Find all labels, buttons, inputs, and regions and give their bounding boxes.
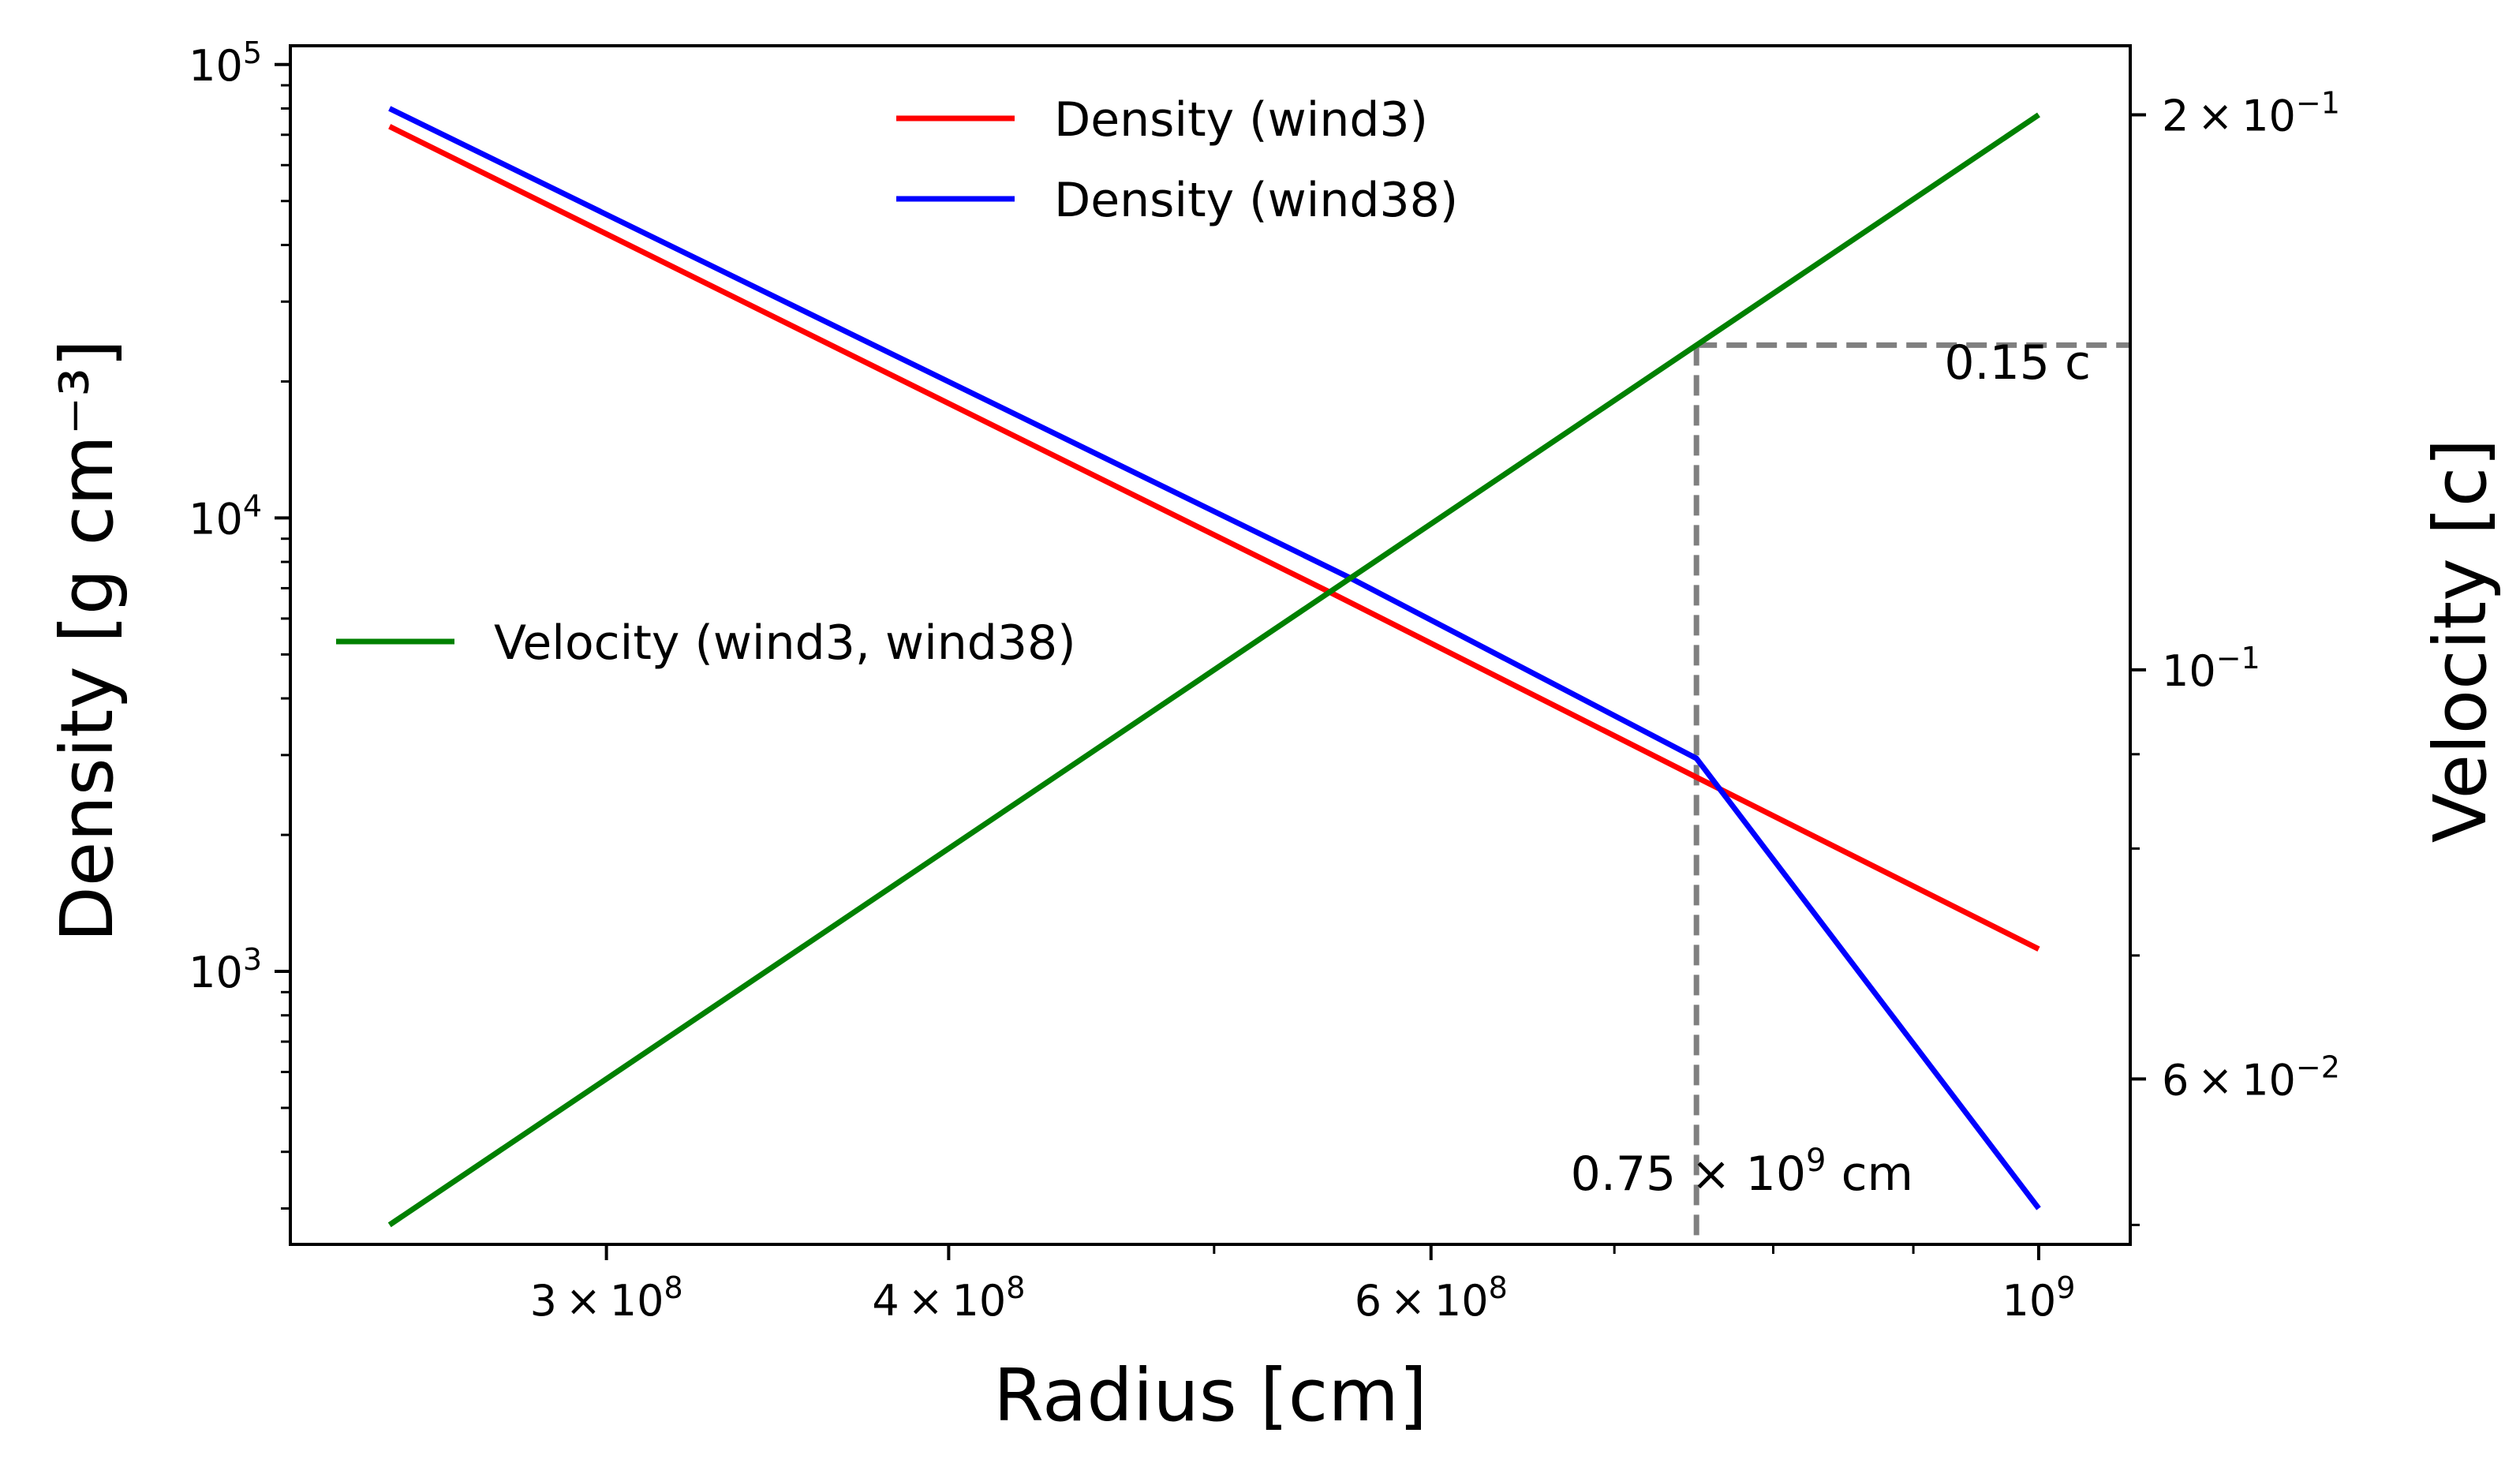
- legend-density: Density (wind3) Density (wind38): [896, 92, 1458, 228]
- annotation-radius-mantissa: 0.75: [1571, 1147, 1677, 1202]
- y-right-tick-label-exponent: −1: [2216, 641, 2260, 675]
- x-tick-label-times: ×: [557, 1276, 610, 1326]
- x-tick-label-base: 10: [610, 1276, 664, 1326]
- x-tick-label-base: 10: [2002, 1276, 2057, 1326]
- major-ticks: [275, 62, 2146, 1260]
- y-right-tick-label-base: 10: [2162, 646, 2216, 696]
- legend-label-density-wind38: Density (wind38): [1054, 173, 1458, 228]
- series-line-velocity-wind3-wind38: [387, 112, 2040, 1228]
- annotation-radius-unit-spacer: [1826, 1147, 1841, 1202]
- y-right-tick-label-times: ×: [2189, 1055, 2241, 1105]
- y-axis-right-title: Velocity [c]: [2418, 439, 2503, 844]
- x-tick-label: 6 × 108: [1355, 1270, 1508, 1326]
- y-left-tick-label-base: 10: [189, 494, 243, 544]
- y-right-tick-label-base: 10: [2241, 1055, 2296, 1105]
- x-tick-label-mantissa: 3: [530, 1276, 557, 1326]
- y-right-tick-label: 6 × 10−2: [2162, 1049, 2340, 1105]
- legend-label-density-wind3: Density (wind3): [1054, 92, 1428, 148]
- legend-label-velocity: Velocity (wind3, wind38): [494, 615, 1076, 671]
- y-right-tick-label-base: 10: [2241, 91, 2296, 140]
- x-tick-label-mantissa: 6: [1355, 1276, 1382, 1326]
- y-left-tick-label: 105: [189, 36, 262, 91]
- x-tick-label-base: 10: [1434, 1276, 1489, 1326]
- annotation-radius-exponent: 9: [1806, 1143, 1826, 1179]
- plot-frame: [289, 44, 2132, 1246]
- reference-lines: [1693, 342, 2130, 1244]
- y-left-tick-label-base: 10: [189, 41, 243, 91]
- x-tick-label-base: 10: [952, 1276, 1007, 1326]
- annotation-radius-times: ×: [1691, 1147, 1730, 1202]
- x-tick-label: 3 × 108: [530, 1270, 683, 1326]
- x-tick-label-exponent: 8: [1006, 1270, 1025, 1305]
- annotation-radius-label: 0.75 × 109 cm: [1571, 1143, 1913, 1202]
- y-right-tick-label: 2 × 10−1: [2162, 85, 2340, 140]
- y-right-tick-label: 10−1: [2162, 641, 2260, 696]
- x-axis-title: Radius [cm]: [993, 1353, 1427, 1438]
- series-line-density-wind38: [388, 106, 2041, 1210]
- x-tick-label-times: ×: [899, 1276, 952, 1326]
- x-tick-label: 4 × 108: [872, 1270, 1025, 1326]
- y-left-tick-label-exponent: 3: [243, 942, 262, 977]
- y-right-tick-label-mantissa: 2: [2162, 91, 2189, 140]
- y-right-tick-label-exponent: −2: [2296, 1049, 2340, 1084]
- y-left-tick-label-base: 10: [189, 948, 243, 997]
- x-tick-label-times: ×: [1382, 1276, 1434, 1326]
- y-left-tick-label: 104: [189, 488, 262, 544]
- y-axis-left-title: Density [g cm⁻³]: [45, 339, 129, 942]
- series-layer: [387, 106, 2041, 1228]
- y-right-tick-label-mantissa: 6: [2162, 1055, 2189, 1105]
- y-left-tick-label-exponent: 5: [243, 36, 262, 70]
- series-line-density-wind3: [388, 124, 2040, 952]
- y-right-tick-label-exponent: −1: [2296, 85, 2340, 120]
- x-tick-label-exponent: 8: [1489, 1270, 1508, 1305]
- y-left-tick-label: 103: [189, 942, 262, 997]
- x-tick-label-exponent: 9: [2056, 1270, 2075, 1305]
- annotation-velocity-label: 0.15 c: [1944, 335, 2091, 391]
- legend-velocity: Velocity (wind3, wind38): [336, 615, 1076, 671]
- annotation-radius-base: 10: [1746, 1147, 1806, 1202]
- x-tick-label-exponent: 8: [664, 1270, 682, 1305]
- x-tick-label: 109: [2002, 1270, 2076, 1326]
- x-tick-label-mantissa: 4: [872, 1276, 899, 1326]
- annotation-radius-unit: cm: [1841, 1147, 1913, 1202]
- y-left-tick-label-exponent: 4: [243, 488, 262, 523]
- y-right-tick-label-times: ×: [2189, 91, 2241, 140]
